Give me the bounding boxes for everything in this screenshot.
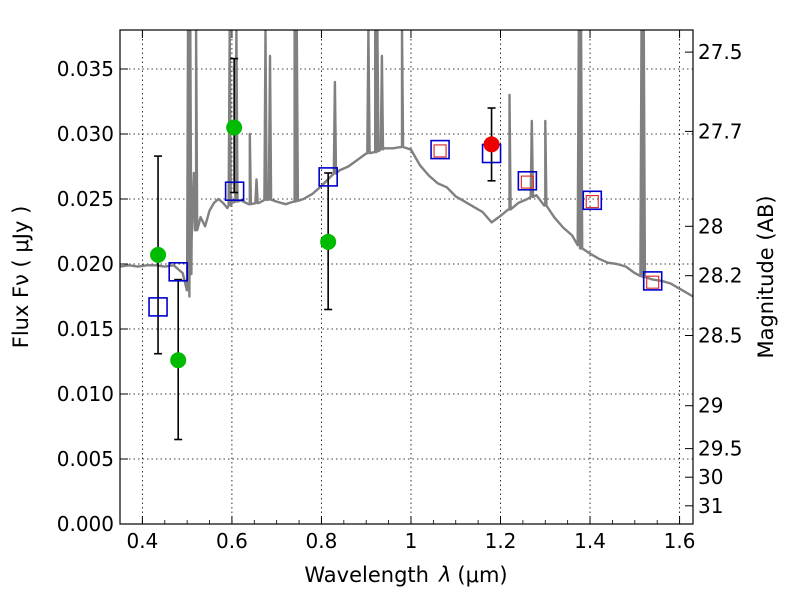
x-tick-label: 1.6	[664, 529, 696, 553]
y2-axis-title: Magnitude (AB)	[754, 195, 778, 358]
x-tick-label: 0.6	[216, 529, 248, 553]
y-tick-label: 0.000	[57, 512, 114, 536]
y-tick-label: 0.015	[57, 317, 114, 341]
plot-frame	[119, 29, 694, 525]
model-band-square	[582, 190, 603, 211]
observed-point	[320, 233, 337, 250]
x-axis-title: Wavelength λ (μm)	[304, 563, 507, 587]
ir-band-square	[433, 144, 447, 158]
plot-area	[120, 30, 693, 441]
x-tick-label: 1	[405, 529, 418, 553]
model-band-square	[430, 139, 450, 160]
observed-point	[150, 246, 167, 263]
y2-tick-label: 28.2	[698, 264, 743, 288]
ticks: 0.4 0.6 0.8 1 1.2 1.4 1.6 0.000 0.005 0.010 0.015 0…	[57, 30, 743, 553]
model-band-square	[224, 181, 245, 201]
model-band-square	[517, 171, 538, 191]
ir-band-square	[520, 175, 534, 189]
y-tick-label: 0.020	[57, 252, 114, 276]
y2-tick-label: 28.5	[698, 324, 743, 348]
y2-tick-label: 31	[698, 494, 723, 518]
y2-tick-label: 29	[698, 394, 723, 418]
y-tick-label: 0.005	[57, 447, 114, 471]
y2-tick-label: 30	[698, 465, 723, 489]
ir-band-square	[585, 195, 599, 209]
x-tick-label: 0.4	[126, 529, 158, 553]
y2-tick-label: 27.5	[698, 40, 743, 64]
y2-tick-label: 27.7	[698, 119, 743, 143]
model-band-square	[642, 271, 663, 291]
ir-band-square	[646, 275, 660, 289]
x-tick-label: 1.2	[485, 529, 517, 553]
y-tick-label: 0.025	[57, 187, 114, 211]
y-tick-label: 0.030	[57, 122, 114, 146]
y-tick-label: 0.035	[57, 57, 114, 81]
x-tick-label: 1.4	[574, 529, 606, 553]
y2-tick-label: 28	[698, 214, 723, 238]
grid	[120, 30, 693, 524]
model-band-square	[318, 167, 338, 187]
observed-point	[226, 119, 243, 136]
y-tick-label: 0.010	[57, 382, 114, 406]
detection-point	[483, 136, 500, 153]
model-band-square	[148, 297, 168, 317]
model-band-square	[168, 261, 188, 282]
observed-point	[170, 352, 187, 369]
model-spectrum-line	[120, 30, 693, 298]
y-axis-title: Flux Fν ( μJy )	[9, 206, 33, 349]
x-tick-label: 0.8	[306, 529, 338, 553]
y2-tick-label: 29.5	[698, 437, 743, 461]
